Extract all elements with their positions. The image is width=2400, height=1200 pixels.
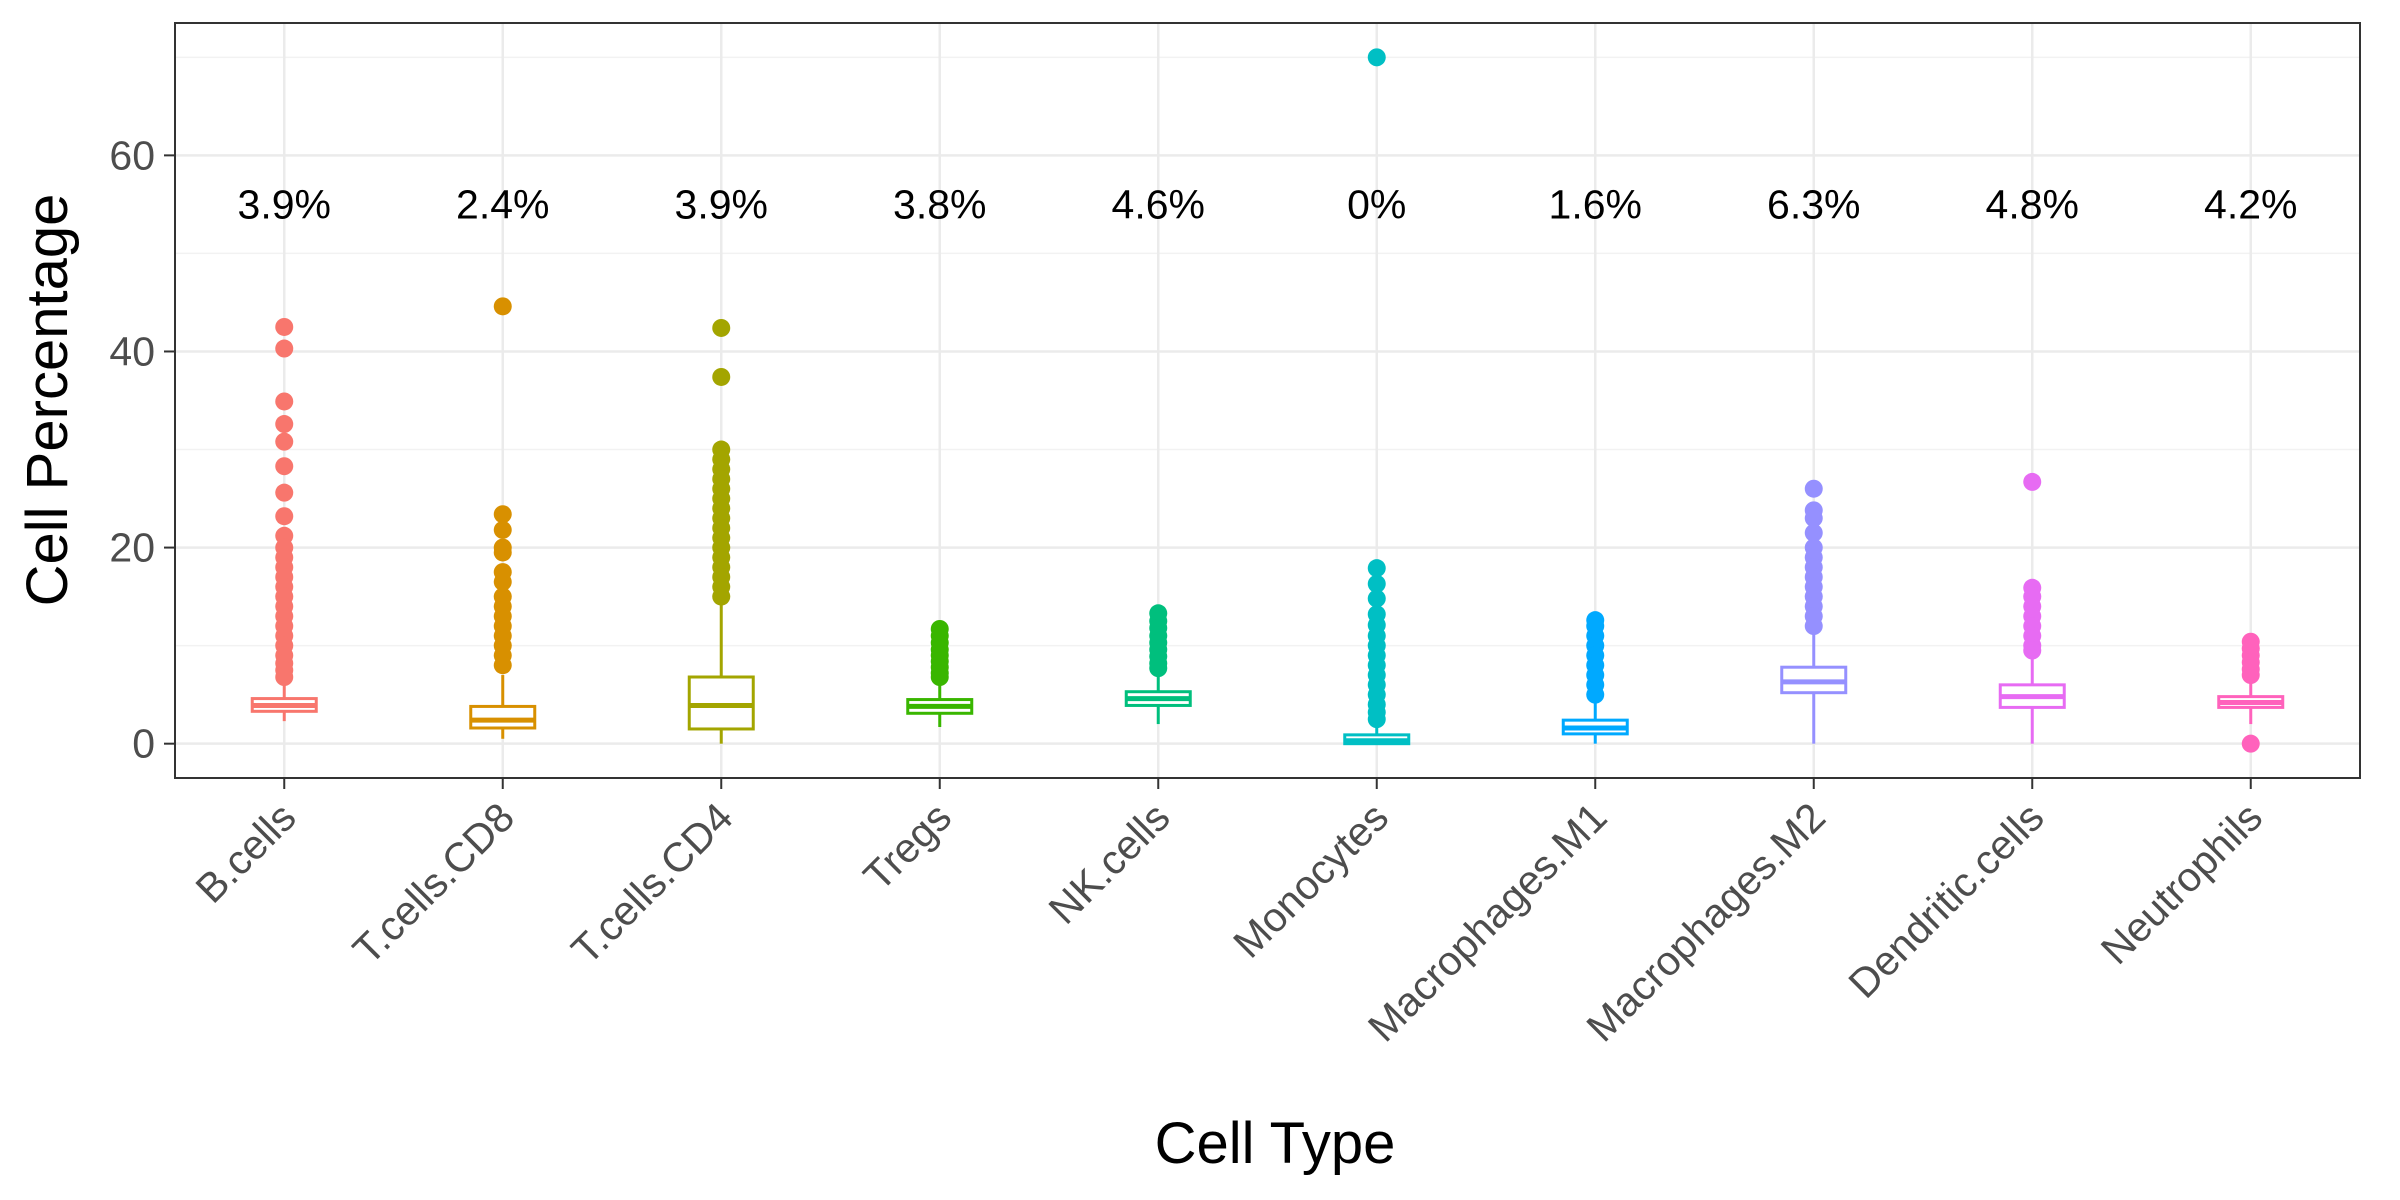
outlier-point	[275, 317, 294, 336]
outlier-point	[493, 297, 512, 316]
box-Macrophages.M2	[1780, 479, 1848, 744]
outlier-point	[275, 668, 294, 687]
outlier-point	[1804, 523, 1823, 542]
outlier-point	[712, 587, 731, 606]
outlier-point	[1367, 710, 1386, 729]
outlier-point	[275, 507, 294, 526]
outlier-point	[275, 432, 294, 451]
outlier-point	[1367, 559, 1386, 578]
y-tick-label: 20	[109, 525, 155, 571]
outlier-point	[2023, 641, 2042, 660]
outlier-point	[1367, 574, 1386, 593]
plot-panel-background	[175, 23, 2360, 778]
outlier-point	[1149, 659, 1168, 678]
y-tick-label: 40	[109, 328, 155, 374]
outlier-point	[493, 520, 512, 539]
outlier-point	[1804, 509, 1823, 528]
outlier-point	[712, 367, 731, 386]
outlier-point	[1367, 589, 1386, 608]
percent-label: 4.6%	[1112, 181, 1205, 227]
outlier-point	[493, 543, 512, 562]
percent-label: 4.8%	[1986, 181, 2079, 227]
y-tick-label: 0	[132, 721, 155, 767]
box-Tregs	[906, 619, 974, 728]
outlier-point	[275, 483, 294, 502]
outlier-point	[2241, 734, 2260, 753]
outlier-point	[493, 656, 512, 675]
box-Dendritic.cells	[1998, 472, 2066, 744]
outlier-point	[493, 572, 512, 591]
outlier-point	[1804, 479, 1823, 498]
box-T.cells.CD8	[469, 297, 537, 739]
percent-label: 6.3%	[1767, 181, 1860, 227]
outlier-point	[275, 339, 294, 358]
percent-label: 3.9%	[675, 181, 768, 227]
boxes	[250, 48, 2285, 753]
percent-label: 3.8%	[893, 181, 986, 227]
percent-label: 2.4%	[456, 181, 549, 227]
outlier-point	[2241, 666, 2260, 685]
outlier-point	[275, 392, 294, 411]
outlier-point	[275, 457, 294, 476]
plot-panel-border	[174, 22, 2361, 779]
percent-label: 4.2%	[2204, 181, 2297, 227]
outlier-point	[930, 668, 949, 687]
percent-labels: 3.9% 2.4% 3.9% 3.8% 4.6% 0% 1.6% 6.3% 4.8% 4.2%	[238, 181, 2298, 227]
box-B.cells	[250, 317, 318, 722]
y-axis-title: Cell Percentage	[15, 194, 80, 607]
box-body	[469, 704, 537, 730]
outlier-point	[1804, 617, 1823, 636]
box-Neutrophils	[2217, 632, 2285, 753]
percent-label: 3.9%	[238, 181, 331, 227]
y-tick-label: 60	[109, 132, 155, 178]
outlier-point	[712, 318, 731, 337]
outlier-point	[493, 505, 512, 524]
box-Macrophages.M1	[1561, 611, 1629, 744]
outlier-point	[1586, 685, 1605, 704]
box-NK.cells	[1124, 604, 1192, 725]
box-Monocytes	[1343, 48, 1411, 746]
percent-label: 1.6%	[1549, 181, 1642, 227]
percent-label: 0%	[1347, 181, 1406, 227]
outlier-point	[2023, 472, 2042, 491]
outlier-point	[275, 415, 294, 434]
x-axis-title: Cell Type	[1155, 1111, 1396, 1176]
outlier-point	[1367, 48, 1386, 67]
box-T.cells.CD4	[687, 318, 755, 744]
